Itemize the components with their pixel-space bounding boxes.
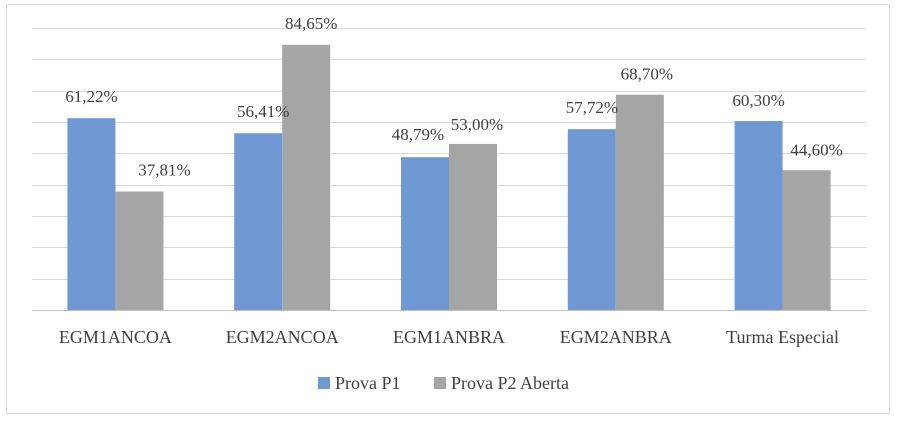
data-label: 68,70% <box>621 65 673 84</box>
bar-prova-p1-1 <box>234 133 283 310</box>
bars <box>67 44 831 311</box>
gridlines <box>32 28 866 311</box>
bar-prova-p1-0 <box>67 118 116 310</box>
data-label: 61,22% <box>65 87 117 106</box>
data-labels: 61,22% 37,81% 56,41% 84,65% 48,79% 53,00% 57,7… <box>65 14 843 180</box>
legend-swatch-prova-p1 <box>318 377 330 389</box>
data-label: 48,79% <box>392 125 444 144</box>
data-label: 44,60% <box>790 140 842 159</box>
data-label: 56,41% <box>237 102 289 121</box>
legend-label-prova-p1: Prova P1 <box>335 373 401 393</box>
bar-prova-p2-aberta-1 <box>282 44 331 310</box>
legend: Prova P1 Prova P2 Aberta <box>318 373 569 393</box>
bar-prova-p2-aberta-0 <box>115 191 164 310</box>
bar-prova-p2-aberta-3 <box>615 94 664 311</box>
data-label: 53,00% <box>451 115 503 134</box>
legend-swatch-prova-p2-aberta <box>434 377 446 389</box>
data-label: 37,81% <box>138 161 190 180</box>
category-label: Turma Especial <box>726 327 839 347</box>
bar-prova-p2-aberta-2 <box>449 143 497 310</box>
data-label: 60,30% <box>732 91 784 110</box>
category-label: EGM2ANBRA <box>560 327 672 347</box>
category-label: EGM1ANBRA <box>393 327 505 347</box>
bar-prova-p1-2 <box>401 157 449 310</box>
bar-prova-p1-4 <box>734 121 783 310</box>
bar-prova-p1-3 <box>567 129 616 310</box>
category-label: EGM1ANCOA <box>59 327 172 347</box>
data-label: 84,65% <box>285 14 337 33</box>
category-axis: EGM1ANCOA EGM2ANCOA EGM1ANBRA EGM2ANBRA Turm… <box>59 327 839 347</box>
legend-label-prova-p2-aberta: Prova P2 Aberta <box>451 373 569 393</box>
data-label: 57,72% <box>566 98 618 117</box>
category-label: EGM2ANCOA <box>226 327 339 347</box>
bar-prova-p2-aberta-4 <box>782 170 831 310</box>
